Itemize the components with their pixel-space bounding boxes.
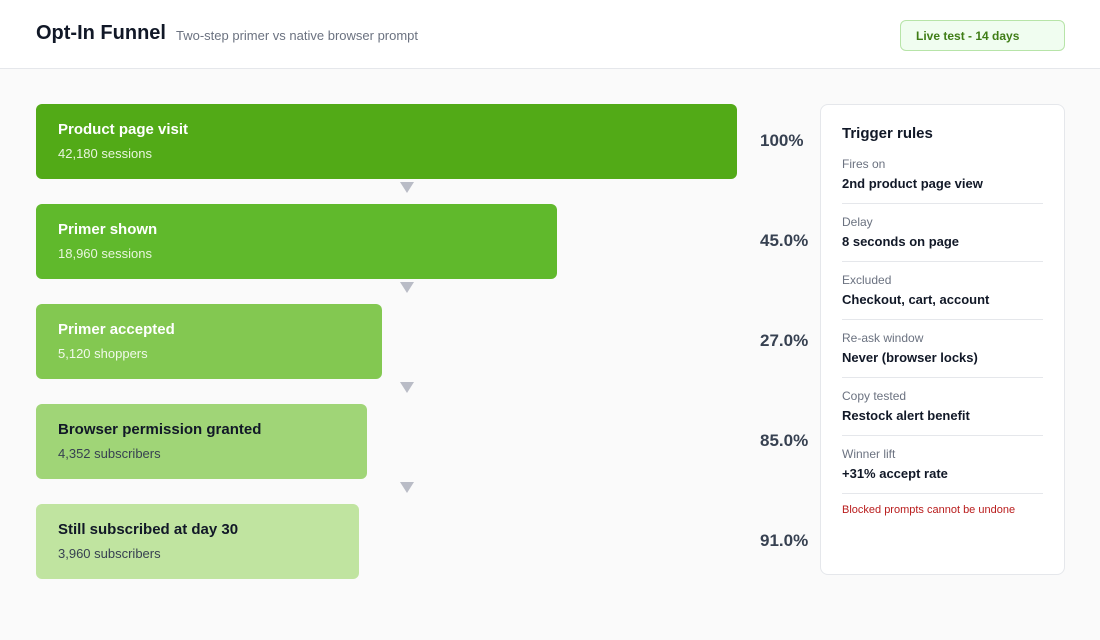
- page-subtitle: Two-step primer vs native browser prompt: [176, 28, 419, 43]
- page-title: Opt-In Funnel: [36, 22, 166, 44]
- warning-text: Blocked prompts cannot be undone: [842, 504, 1016, 516]
- rule-excluded: Excluded Checkout, cart, account: [842, 273, 1043, 320]
- stage-count: 42,180 sessions: [58, 146, 152, 161]
- stage-count: 4,352 subscribers: [58, 446, 161, 461]
- rule-label: Delay: [842, 215, 873, 229]
- stage-percent: 100%: [760, 131, 804, 150]
- stage-percent: 91.0%: [760, 531, 809, 550]
- status-badge: Live test - 14 days: [900, 20, 1065, 51]
- rule-value: Never (browser locks): [842, 350, 978, 365]
- funnel-bar: Still subscribed at day 30 3,960 subscrib…: [36, 504, 359, 579]
- rule-winner-lift: Winner lift +31% accept rate: [842, 447, 1043, 494]
- funnel-bar: Primer shown 18,960 sessions: [36, 204, 557, 279]
- page-header: Opt-In Funnel Two-step primer vs native …: [0, 0, 1100, 69]
- rule-delay: Delay 8 seconds on page: [842, 215, 1043, 262]
- rule-label: Excluded: [842, 273, 892, 287]
- rule-value: Checkout, cart, account: [842, 292, 990, 307]
- panel-title: Trigger rules: [842, 125, 933, 142]
- stage-count: 3,960 subscribers: [58, 546, 161, 561]
- funnel-bar: Primer accepted 5,120 shoppers: [36, 304, 382, 379]
- funnel-bar: Browser permission granted 4,352 subscrib…: [36, 404, 367, 479]
- trigger-rules-panel: Trigger rules Fires on 2nd product page …: [820, 104, 1065, 575]
- rule-label: Copy tested: [842, 389, 907, 403]
- stage-count: 18,960 sessions: [58, 246, 152, 261]
- funnel-arrow-icon: [400, 182, 414, 193]
- rule-value: 2nd product page view: [842, 176, 983, 191]
- rule-copy-tested: Copy tested Restock alert benefit: [842, 389, 1043, 436]
- stage-label: Primer shown: [58, 221, 158, 238]
- stage-label: Product page visit: [58, 121, 189, 138]
- rule-re-ask-window: Re-ask window Never (browser locks): [842, 331, 1043, 378]
- rule-fires-on: Fires on 2nd product page view: [842, 157, 1043, 204]
- funnel-bar: Product page visit 42,180 sessions: [36, 104, 737, 179]
- funnel-arrow-icon: [400, 482, 414, 493]
- rule-value: Restock alert benefit: [842, 408, 970, 423]
- rule-label: Re-ask window: [842, 331, 924, 345]
- rule-label: Winner lift: [842, 447, 896, 461]
- funnel-arrow-icon: [400, 382, 414, 393]
- stage-percent: 27.0%: [760, 331, 809, 350]
- funnel-arrow-icon: [400, 282, 414, 293]
- stage-label: Still subscribed at day 30: [58, 521, 239, 538]
- stage-count: 5,120 shoppers: [58, 346, 148, 361]
- rule-label: Fires on: [842, 157, 886, 171]
- rule-value: +31% accept rate: [842, 466, 948, 481]
- rule-value: 8 seconds on page: [842, 234, 960, 249]
- stage-percent: 45.0%: [760, 231, 809, 250]
- stage-label: Browser permission granted: [58, 421, 262, 438]
- stage-label: Primer accepted: [58, 321, 175, 338]
- stage-percent: 85.0%: [760, 431, 809, 450]
